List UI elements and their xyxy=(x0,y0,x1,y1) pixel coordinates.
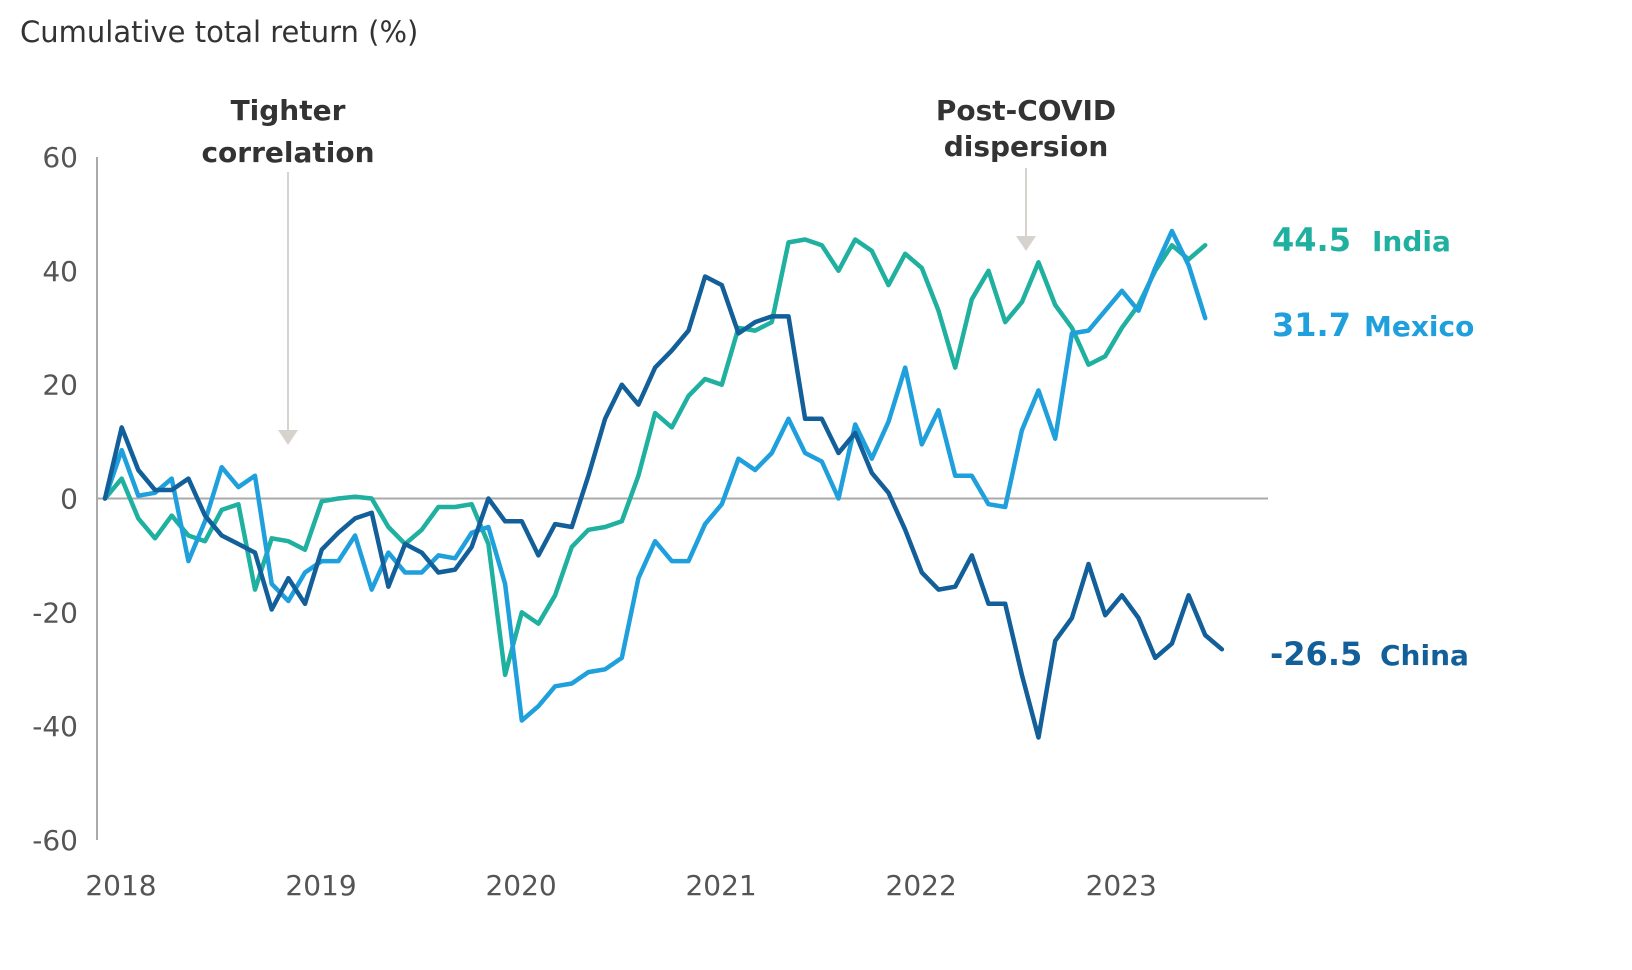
series-name-mexico: Mexico xyxy=(1364,310,1474,343)
annotation-text: Tighter xyxy=(231,94,346,127)
end-label-india: 44.5 India xyxy=(1272,221,1451,259)
arrow-down-icon xyxy=(1016,236,1036,251)
x-tick-label: 2023 xyxy=(1086,869,1157,902)
y-tick-label: -20 xyxy=(32,596,78,629)
x-tick-label: 2020 xyxy=(485,869,556,902)
x-tick-label: 2022 xyxy=(886,869,957,902)
annotation-tighter-correlation: Tighter correlation xyxy=(201,94,375,445)
y-axis-ticks: 60 40 20 0 -20 -40 -60 xyxy=(32,141,78,857)
end-value-mexico: 31.7 xyxy=(1272,306,1351,344)
annotation-post-covid-dispersion: Post-COVID dispersion xyxy=(936,94,1116,251)
annotation-text: correlation xyxy=(201,136,374,169)
end-labels: 44.5 India 31.7 Mexico -26.5 China xyxy=(1270,221,1474,673)
y-tick-label: 60 xyxy=(42,141,78,174)
series-name-india: India xyxy=(1372,225,1451,258)
series-line-india xyxy=(102,237,1208,678)
y-tick-label: 20 xyxy=(42,369,78,402)
series-lines xyxy=(102,228,1225,740)
series-line-mexico xyxy=(102,228,1208,723)
y-tick-label: -40 xyxy=(32,710,78,743)
end-value-india: 44.5 xyxy=(1272,221,1351,259)
annotation-text: Post-COVID xyxy=(936,94,1116,127)
x-tick-label: 2021 xyxy=(685,869,756,902)
series-line-china xyxy=(102,274,1225,740)
end-label-mexico: 31.7 Mexico xyxy=(1272,306,1474,344)
chart-title: Cumulative total return (%) xyxy=(20,15,418,49)
annotations: Tighter correlation Post-COVID dispersio… xyxy=(201,94,1116,445)
series-name-china: China xyxy=(1380,639,1469,672)
x-tick-label: 2019 xyxy=(285,869,356,902)
end-value-china: -26.5 xyxy=(1270,635,1362,673)
x-tick-label: 2018 xyxy=(85,869,156,902)
y-tick-label: 40 xyxy=(42,255,78,288)
x-axis-ticks: 2018 2019 2020 2021 2022 2023 xyxy=(85,869,1156,902)
y-tick-label: 0 xyxy=(60,483,78,516)
end-label-china: -26.5 China xyxy=(1270,635,1469,673)
y-tick-label: -60 xyxy=(32,824,78,857)
arrow-down-icon xyxy=(278,430,298,445)
annotation-text: dispersion xyxy=(944,130,1109,163)
